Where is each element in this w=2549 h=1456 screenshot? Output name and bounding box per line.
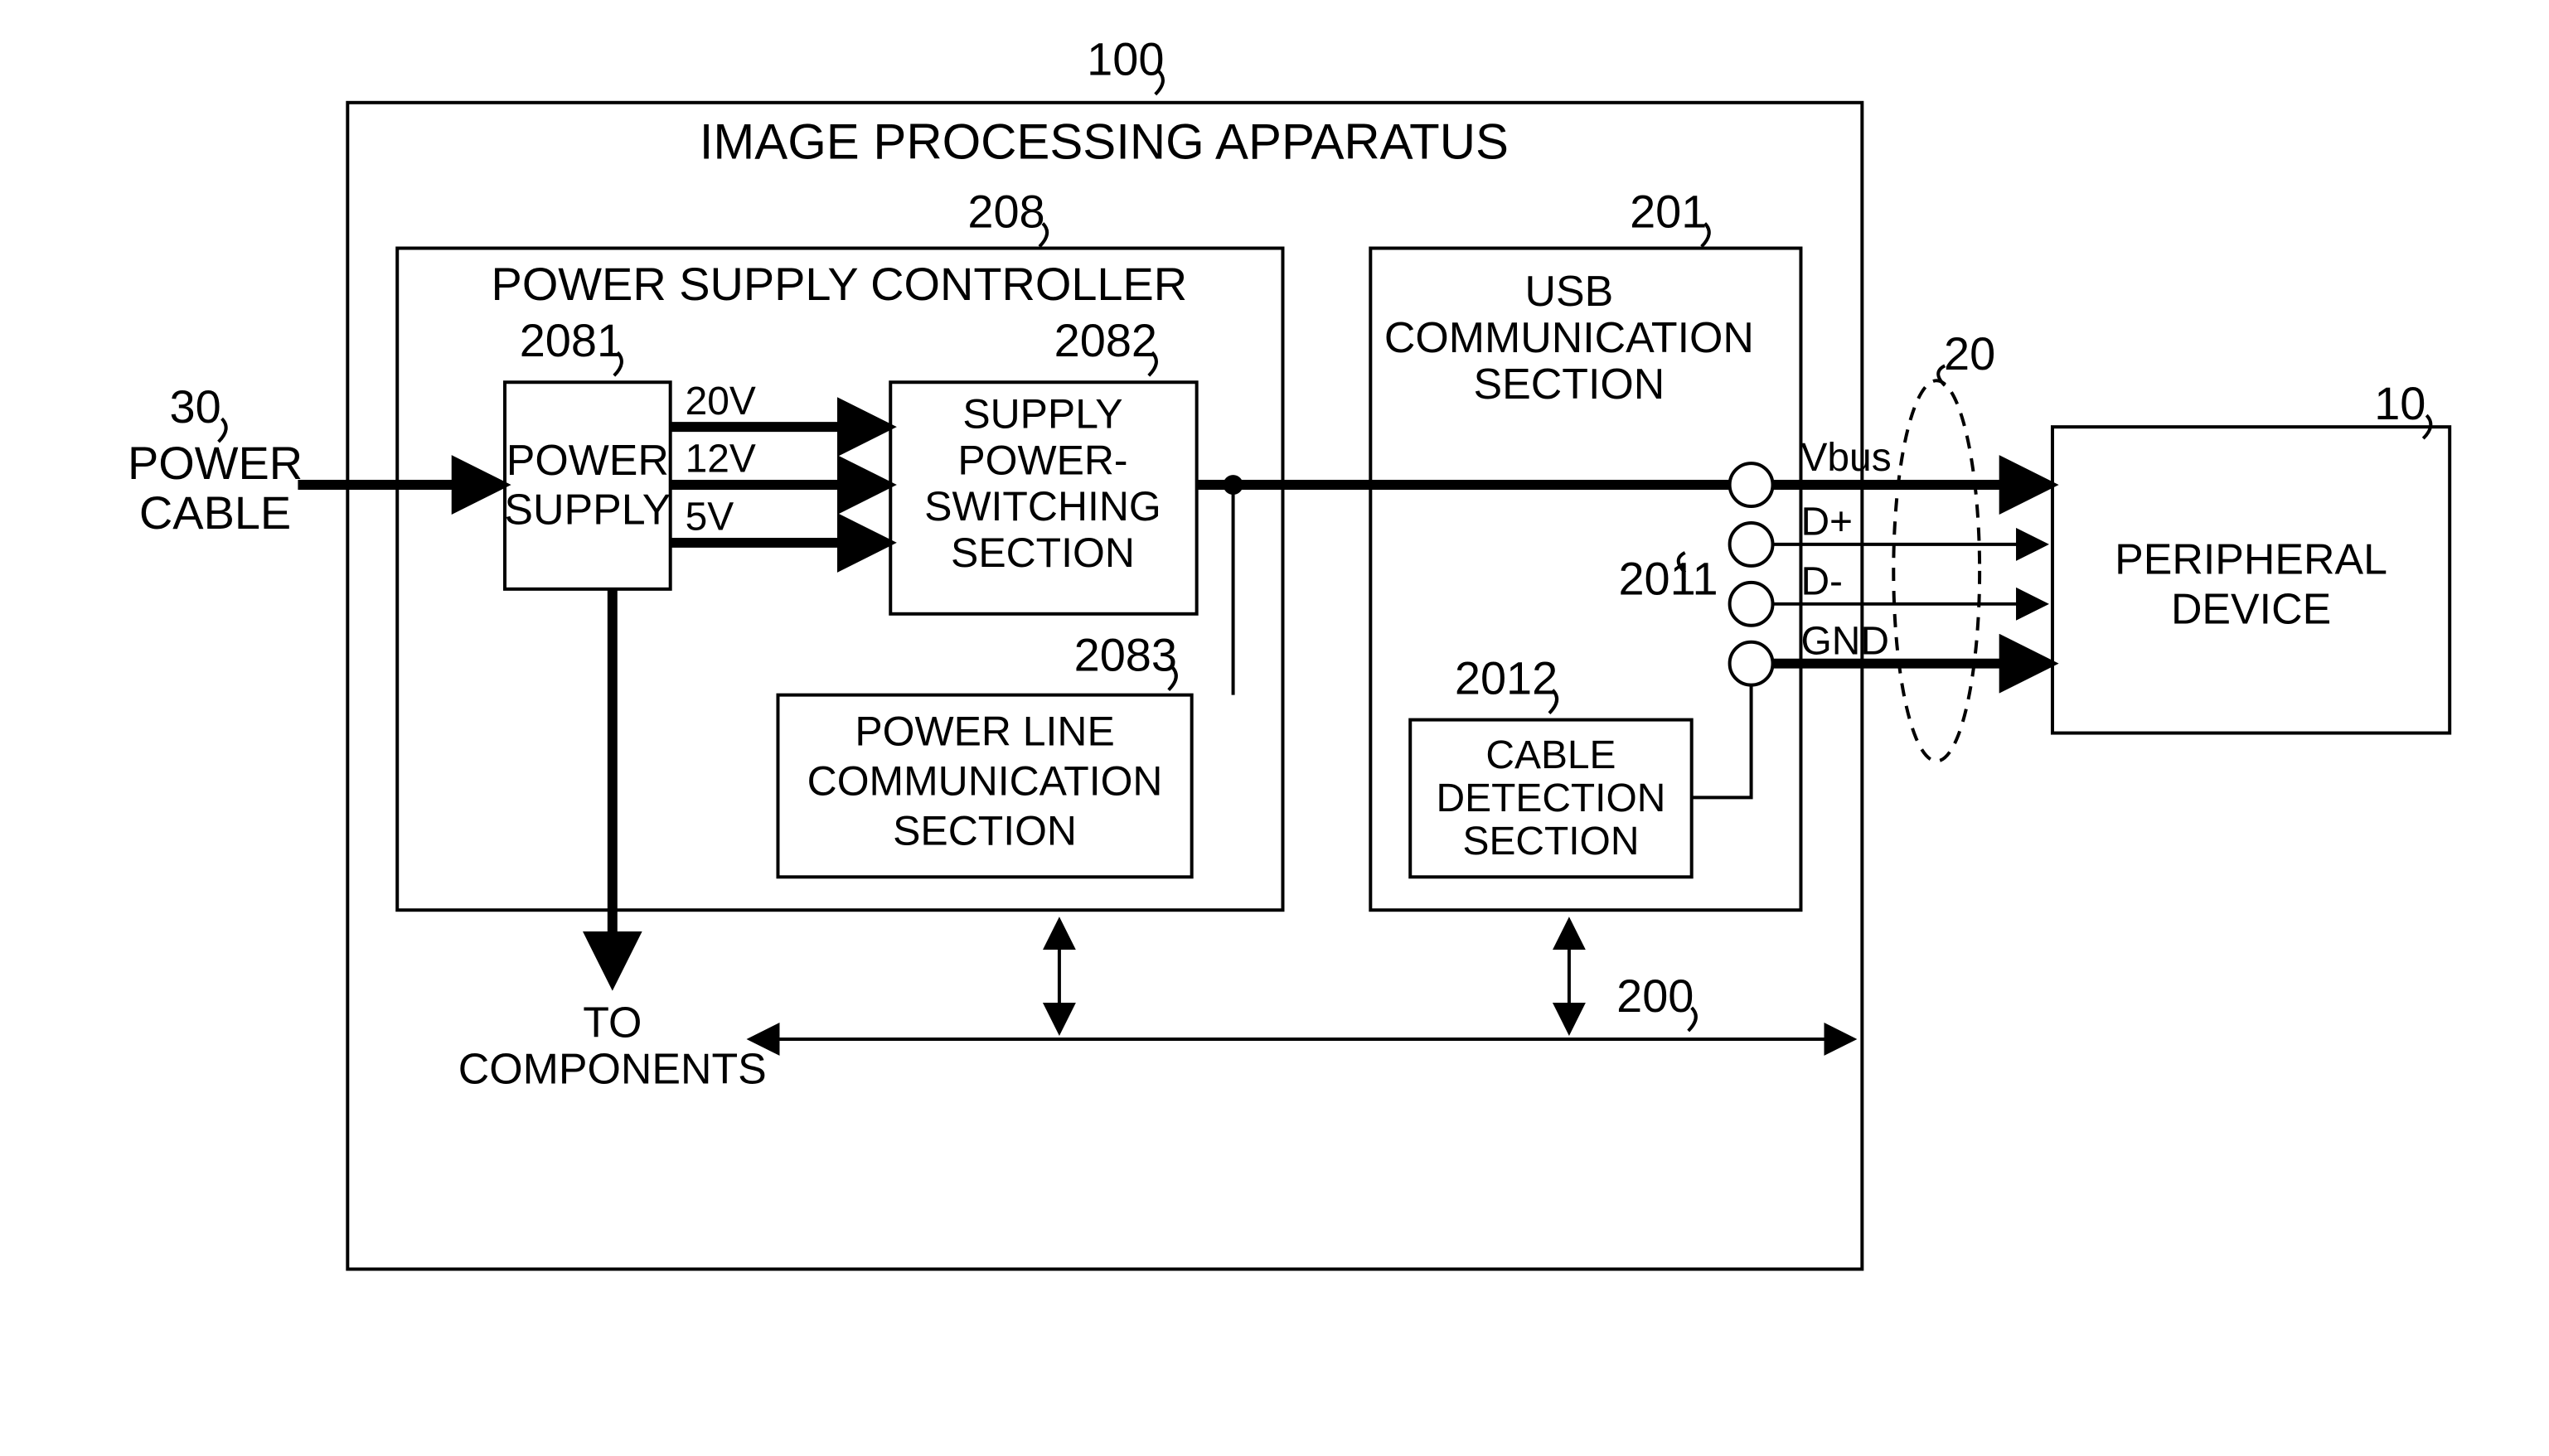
ref-2012: 2012	[1455, 651, 1558, 704]
ref-2011: 2011	[1618, 553, 1718, 605]
ref-30: 30	[170, 380, 221, 433]
power-supply-l1: POWER	[506, 437, 669, 485]
connector-dplus	[1730, 523, 1773, 566]
switching-l1: SUPPLY	[962, 390, 1122, 437]
apparatus-title: IMAGE PROCESSING APPARATUS	[700, 114, 1509, 170]
line-cable-detect	[1692, 685, 1752, 798]
power-cable-l1: POWER	[128, 437, 303, 489]
peripheral-l1: PERIPHERAL	[2115, 536, 2387, 584]
power-cable-l2: CABLE	[139, 486, 291, 539]
label-vbus: Vbus	[1800, 436, 1891, 480]
ref-208: 208	[967, 185, 1044, 237]
ref-2083: 2083	[1074, 628, 1177, 680]
connector-gnd	[1730, 642, 1773, 685]
switching-l2: POWER-	[957, 437, 1127, 483]
ref-10: 10	[2374, 377, 2425, 429]
label-dplus: D+	[1800, 501, 1853, 544]
cable-detect-l3: SECTION	[1462, 820, 1639, 863]
usb-l3: SECTION	[1474, 360, 1665, 409]
ref-apparatus: 100	[1087, 33, 1164, 85]
plc-l1: POWER LINE	[855, 709, 1114, 755]
label-12v: 12V	[686, 438, 756, 481]
ref-20: 20	[1944, 327, 1995, 380]
cable-detect-l2: DETECTION	[1437, 776, 1666, 820]
plc-l3: SECTION	[893, 808, 1077, 854]
connector-vbus	[1730, 463, 1773, 506]
ref-200: 200	[1616, 970, 1694, 1022]
cable-detect-l1: CABLE	[1485, 733, 1616, 777]
usb-l2: COMMUNICATION	[1384, 314, 1754, 362]
usb-l1: USB	[1525, 268, 1614, 316]
label-gnd: GND	[1800, 619, 1888, 663]
switching-l4: SECTION	[951, 530, 1135, 576]
label-5v: 5V	[686, 496, 734, 539]
power-controller-title: POWER SUPPLY CONTROLLER	[492, 258, 1188, 310]
label-20v: 20V	[686, 380, 756, 423]
switching-l3: SWITCHING	[924, 483, 1161, 530]
connector-dminus	[1730, 583, 1773, 626]
power-supply-l2: SUPPLY	[504, 486, 671, 535]
peripheral-l2: DEVICE	[2171, 586, 2331, 634]
ref-2082: 2082	[1054, 314, 1157, 366]
plc-l2: COMMUNICATION	[807, 758, 1163, 805]
to-components-l2: COMPONENTS	[458, 1046, 767, 1094]
label-dminus: D-	[1800, 560, 1843, 604]
block-diagram: IMAGE PROCESSING APPARATUS 100 POWER SUP…	[0, 0, 2549, 1456]
cable-ellipse	[1893, 380, 1980, 761]
ref-201: 201	[1630, 185, 1707, 237]
to-components-l1: TO	[583, 999, 642, 1047]
ref-2081: 2081	[520, 314, 623, 366]
